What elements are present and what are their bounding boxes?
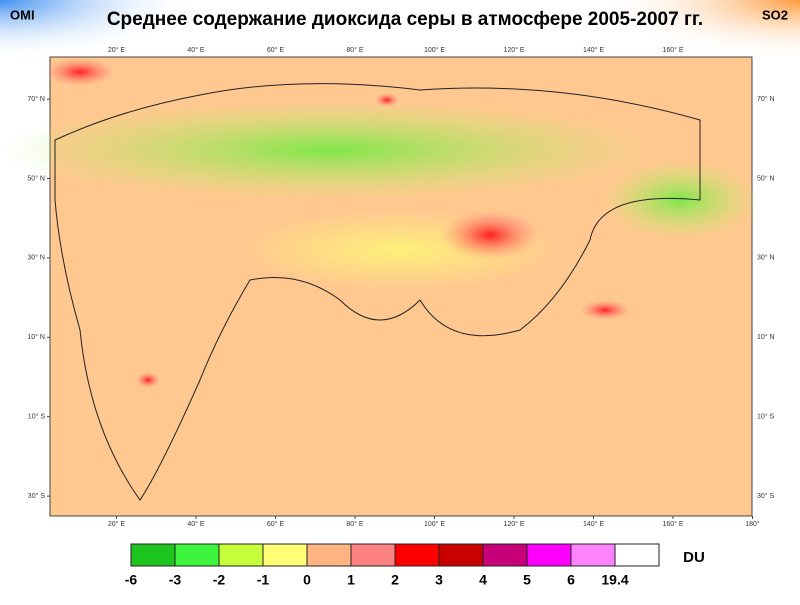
lon-label: 20° E xyxy=(108,46,126,54)
lat-label: 10° N xyxy=(757,333,775,341)
lat-label: 10° S xyxy=(757,413,775,421)
lon-label: 140° E xyxy=(583,520,604,528)
colorbar-label: -2 xyxy=(213,572,226,588)
color-swatch xyxy=(482,543,528,567)
colorbar-label: 19.4 xyxy=(601,572,628,588)
color-swatch xyxy=(394,543,440,567)
colorbar-label: 5 xyxy=(523,572,531,588)
lon-label: 100° E xyxy=(424,520,445,528)
lon-label: 20° E xyxy=(108,520,126,528)
corner-glow xyxy=(0,0,200,60)
lon-label: 60° E xyxy=(267,520,285,528)
color-swatch xyxy=(306,543,352,567)
low-area xyxy=(0,100,660,200)
lon-label: 80° E xyxy=(346,520,364,528)
colorbar-label: 2 xyxy=(391,572,399,588)
high-area xyxy=(45,58,115,86)
tag: SO2 xyxy=(762,7,788,22)
lon-label: 180° xyxy=(745,520,760,528)
colorbar-label: -3 xyxy=(169,572,182,588)
color-swatch xyxy=(218,543,264,567)
colorbar: -6 -3 -2 -1 0 1 2 3 4 5 6 19.4 DU xyxy=(125,543,705,588)
colorbar-label: 0 xyxy=(303,572,311,588)
color-swatch xyxy=(570,543,616,567)
color-swatch xyxy=(130,543,176,567)
lat-label: 10° S xyxy=(28,413,46,421)
title: Среднее содержание диоксида серы в атмос… xyxy=(107,9,703,30)
lat-label: 30° N xyxy=(757,254,775,262)
map xyxy=(0,56,760,517)
lat-label: 30° S xyxy=(28,492,46,500)
colorbar-label: 3 xyxy=(435,572,443,588)
unit-label: DU xyxy=(683,549,705,566)
lat-label: 50° N xyxy=(27,174,45,182)
high-area xyxy=(375,93,399,107)
lat-label: 70° N xyxy=(757,95,775,103)
colorbar-label: 1 xyxy=(347,572,355,588)
color-swatch xyxy=(438,543,484,567)
colorbar-label: 4 xyxy=(479,572,487,588)
lon-label: 80° E xyxy=(346,46,364,54)
lat-label: 70° N xyxy=(27,95,45,103)
tag: OMI xyxy=(10,7,35,22)
colorbar-label: -1 xyxy=(257,572,270,588)
color-swatch xyxy=(350,543,396,567)
low-area xyxy=(600,160,760,240)
color-swatch xyxy=(174,543,220,567)
lon-label: 160° E xyxy=(662,46,683,54)
high-area xyxy=(580,300,630,320)
lat-label: 30° S xyxy=(757,492,775,500)
high-area xyxy=(440,210,540,260)
lon-label: 100° E xyxy=(424,46,445,54)
lon-label: 160° E xyxy=(662,520,683,528)
color-swatch xyxy=(262,543,308,567)
colorbar-label: 6 xyxy=(567,572,575,588)
color-swatch xyxy=(614,543,660,567)
lat-label: 50° N xyxy=(757,174,775,182)
lat-label: 10° N xyxy=(27,333,45,341)
high-area xyxy=(136,372,160,388)
lon-label: 120° E xyxy=(503,46,524,54)
lon-label: 60° E xyxy=(267,46,285,54)
lon-label: 40° E xyxy=(187,520,205,528)
colorbar-label: -6 xyxy=(125,572,138,588)
coastline xyxy=(54,83,701,501)
color-swatch xyxy=(526,543,572,567)
lon-label: 140° E xyxy=(583,46,604,54)
lon-label: 120° E xyxy=(503,520,524,528)
lon-label: 40° E xyxy=(187,46,205,54)
lat-label: 30° N xyxy=(27,254,45,262)
corner-glow xyxy=(600,0,800,60)
